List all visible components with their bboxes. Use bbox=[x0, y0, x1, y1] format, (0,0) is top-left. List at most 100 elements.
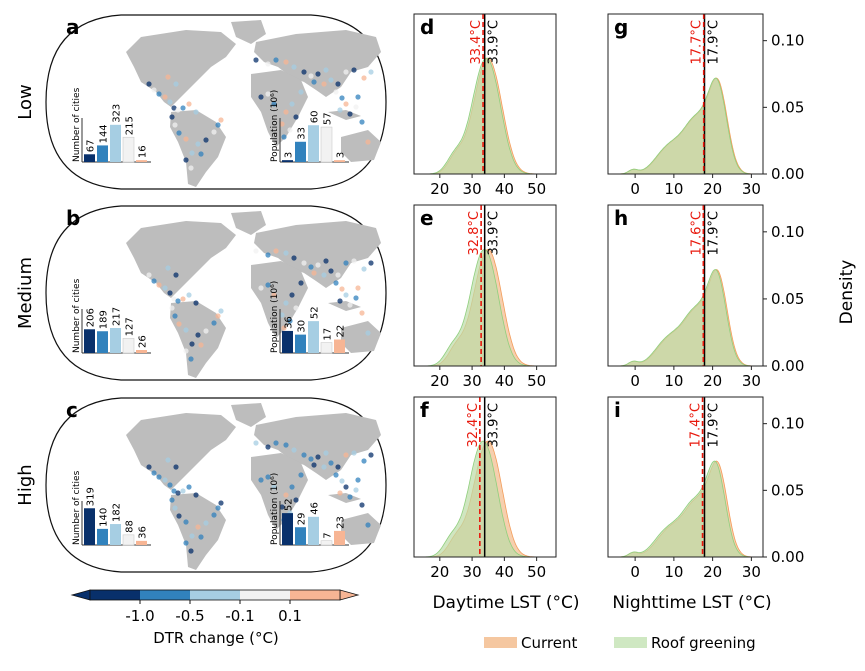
city-dot bbox=[186, 292, 192, 298]
city-dot bbox=[289, 484, 295, 490]
city-dot bbox=[308, 73, 314, 79]
row-label-low: Low bbox=[15, 84, 36, 119]
city-dot bbox=[333, 280, 339, 286]
population-bar bbox=[295, 334, 306, 353]
x-tick-label: 20 bbox=[430, 180, 449, 198]
panel-letter: c bbox=[66, 398, 78, 422]
population-bar bbox=[295, 141, 306, 162]
city-dot bbox=[291, 447, 297, 453]
colorbar-bin bbox=[140, 590, 190, 600]
axes-frame bbox=[413, 396, 557, 558]
current-mean-label: 33.9°C bbox=[487, 403, 502, 448]
roof-greening-mean-label: 32.4°C bbox=[466, 403, 481, 448]
land-shape bbox=[341, 130, 381, 162]
city-dot bbox=[321, 272, 327, 278]
city-dot bbox=[169, 497, 175, 503]
city-dot bbox=[218, 117, 224, 123]
city-dot bbox=[258, 477, 264, 483]
city-dot bbox=[271, 101, 277, 107]
city-dot bbox=[279, 504, 285, 510]
city-dot bbox=[188, 548, 194, 554]
population-value: 57 bbox=[323, 112, 334, 125]
cities-value: 182 bbox=[112, 503, 123, 522]
cities-bar bbox=[122, 534, 135, 546]
city-dot bbox=[271, 292, 277, 298]
city-dot bbox=[351, 67, 357, 73]
city-dot bbox=[343, 452, 349, 458]
city-dot bbox=[183, 136, 189, 142]
cities-bar bbox=[110, 524, 121, 545]
city-dot bbox=[273, 248, 279, 254]
dtr-colorbar: -1.0 -0.5 -0.1 0.1 bbox=[70, 589, 360, 625]
city-dot bbox=[211, 320, 217, 326]
land-shape bbox=[254, 413, 381, 480]
population-value: 60 bbox=[310, 110, 321, 123]
population-label: Population (10⁶) bbox=[270, 473, 280, 545]
colorbar-tick-label: -0.5 bbox=[175, 607, 204, 625]
cities-value: 217 bbox=[112, 307, 123, 326]
cities-bar bbox=[97, 331, 108, 353]
city-dot bbox=[211, 129, 217, 135]
population-value: 29 bbox=[297, 512, 308, 525]
panel-letter: e bbox=[420, 206, 434, 230]
city-dot bbox=[180, 296, 186, 302]
land-shape bbox=[251, 453, 308, 530]
city-dot bbox=[321, 81, 327, 87]
axes-frame bbox=[413, 13, 557, 175]
population-value: 52 bbox=[284, 498, 295, 511]
x-tick-label: 40 bbox=[495, 563, 514, 581]
city-dot bbox=[162, 285, 168, 291]
city-dot bbox=[293, 305, 299, 311]
population-bar bbox=[320, 342, 333, 354]
city-dot bbox=[151, 470, 157, 476]
land-shape bbox=[251, 261, 308, 338]
roof-greening-density-area bbox=[608, 77, 763, 175]
city-dot bbox=[173, 272, 179, 278]
city-dot bbox=[198, 151, 204, 157]
city-dot bbox=[176, 130, 182, 136]
city-dot bbox=[169, 114, 175, 120]
y-tick-label: 0.00 bbox=[771, 357, 804, 375]
cities-value: 127 bbox=[125, 317, 136, 336]
city-dot bbox=[343, 292, 349, 298]
x-tick-label: 30 bbox=[463, 180, 482, 198]
city-dot bbox=[167, 99, 173, 105]
density-panel-e: 32.8°C 33.9°C e 20 30 40 50 bbox=[413, 204, 557, 390]
city-dot bbox=[333, 89, 339, 95]
city-dot bbox=[293, 497, 299, 503]
city-dot bbox=[351, 258, 357, 264]
city-dot bbox=[165, 265, 171, 271]
city-dot bbox=[353, 104, 359, 110]
cities-bar bbox=[84, 508, 95, 545]
city-dot bbox=[361, 458, 367, 464]
city-dot bbox=[353, 295, 359, 301]
city-dot bbox=[175, 298, 181, 304]
panel-letter: h bbox=[614, 206, 628, 230]
legend-label-current: Current bbox=[521, 634, 577, 652]
panel-letter: g bbox=[614, 15, 628, 39]
city-dot bbox=[265, 252, 271, 258]
row-label-high: High bbox=[15, 464, 36, 505]
roof-greening-density-area bbox=[608, 460, 763, 558]
population-value: 52 bbox=[310, 306, 321, 319]
city-dot bbox=[171, 105, 177, 111]
cities-bar bbox=[84, 329, 95, 353]
population-bar bbox=[320, 126, 333, 163]
city-dot bbox=[343, 69, 349, 75]
cities-value: 67 bbox=[86, 140, 97, 153]
colorbar-bin bbox=[290, 590, 340, 600]
city-dot bbox=[289, 292, 295, 298]
population-value: 30 bbox=[297, 320, 308, 333]
land-shape bbox=[231, 20, 266, 44]
city-dot bbox=[183, 540, 189, 546]
city-dot bbox=[343, 260, 349, 266]
city-dot bbox=[291, 64, 297, 70]
city-dot bbox=[368, 69, 374, 75]
population-bar bbox=[334, 530, 345, 545]
axes-frame bbox=[413, 204, 557, 367]
axes-frame bbox=[607, 396, 764, 558]
city-dot bbox=[273, 440, 279, 446]
city-dot bbox=[258, 285, 264, 291]
city-dot bbox=[359, 502, 365, 508]
population-bar bbox=[282, 330, 293, 353]
